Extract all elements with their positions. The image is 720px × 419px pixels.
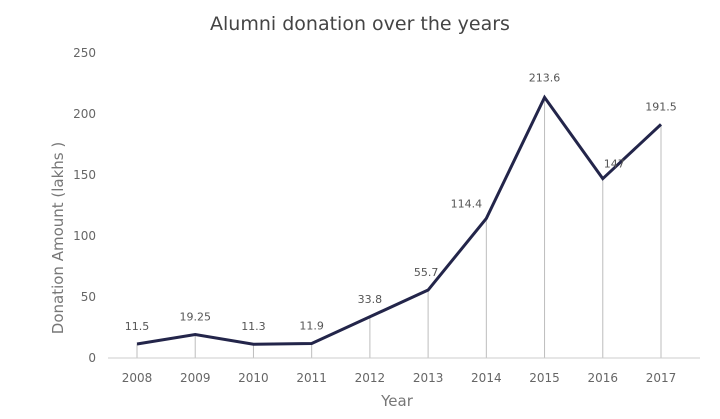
y-tick-label: 50 bbox=[81, 290, 96, 304]
x-tick-label: 2014 bbox=[471, 371, 502, 385]
data-label: 11.9 bbox=[299, 319, 324, 332]
data-label: 11.5 bbox=[125, 320, 150, 333]
y-tick-label: 0 bbox=[88, 351, 96, 365]
data-label: 191.5 bbox=[645, 100, 677, 113]
y-axis-label: Donation Amount (lakhs ) bbox=[49, 142, 67, 334]
x-tick-label: 2011 bbox=[296, 371, 327, 385]
x-tick-label: 2016 bbox=[588, 371, 619, 385]
y-tick-label: 250 bbox=[73, 46, 96, 60]
x-tick-label: 2013 bbox=[413, 371, 444, 385]
data-label: 33.8 bbox=[358, 293, 383, 306]
x-tick-label: 2008 bbox=[122, 371, 153, 385]
y-tick-label: 200 bbox=[73, 107, 96, 121]
x-tick-label: 2009 bbox=[180, 371, 211, 385]
x-tick-label: 2010 bbox=[238, 371, 269, 385]
x-axis-label: Year bbox=[380, 392, 414, 410]
data-label: 11.3 bbox=[241, 320, 266, 333]
x-tick-label: 2015 bbox=[529, 371, 560, 385]
y-tick-label: 150 bbox=[73, 168, 96, 182]
chart-title: Alumni donation over the years bbox=[210, 13, 510, 35]
data-label: 19.25 bbox=[179, 311, 211, 324]
x-tick-label: 2017 bbox=[646, 371, 677, 385]
data-label: 114.4 bbox=[451, 197, 483, 210]
data-label: 55.7 bbox=[414, 266, 439, 279]
data-label: 147 bbox=[604, 158, 625, 171]
x-tick-label: 2012 bbox=[355, 371, 386, 385]
y-tick-label: 100 bbox=[73, 229, 96, 243]
series-line bbox=[136, 94, 663, 346]
data-label: 213.6 bbox=[529, 71, 561, 84]
